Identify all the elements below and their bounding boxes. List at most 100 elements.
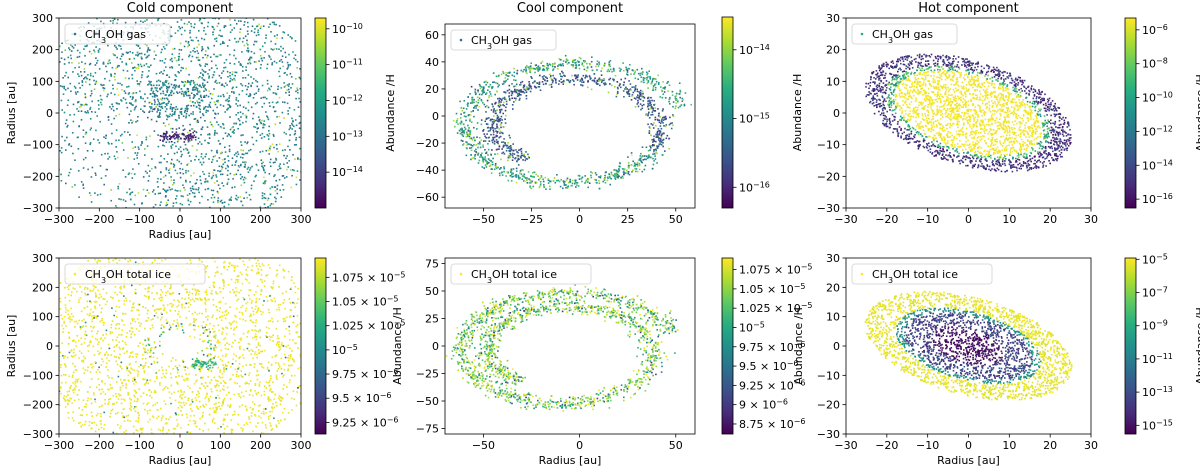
data-point xyxy=(674,107,677,110)
data-point xyxy=(298,115,301,118)
data-point xyxy=(496,148,499,151)
data-point xyxy=(636,161,639,164)
data-point xyxy=(907,72,910,74)
data-point xyxy=(555,82,557,84)
data-point xyxy=(590,60,593,63)
data-point xyxy=(103,183,105,186)
data-point xyxy=(285,176,288,178)
data-point xyxy=(508,99,511,101)
data-point xyxy=(62,93,65,95)
data-point xyxy=(469,147,471,149)
data-point xyxy=(174,74,177,76)
data-point xyxy=(151,191,154,193)
data-point xyxy=(233,174,235,176)
data-point xyxy=(581,180,583,183)
data-point xyxy=(139,47,141,49)
data-point xyxy=(479,85,482,87)
data-point xyxy=(309,143,311,145)
data-point xyxy=(577,61,580,63)
data-point xyxy=(279,122,281,124)
data-point xyxy=(643,103,645,106)
data-point xyxy=(158,72,161,74)
data-point xyxy=(633,162,636,164)
data-point xyxy=(515,149,517,151)
colorbar-frame xyxy=(721,16,734,209)
data-point xyxy=(80,74,83,77)
data-point xyxy=(639,95,642,97)
data-point xyxy=(119,211,121,213)
data-point xyxy=(574,182,576,185)
data-point xyxy=(74,91,77,94)
data-point xyxy=(518,178,520,180)
data-point xyxy=(106,95,108,98)
data-point xyxy=(205,111,207,114)
data-point xyxy=(1054,147,1056,149)
data-point xyxy=(243,166,246,168)
data-point xyxy=(154,166,157,168)
data-point xyxy=(957,124,959,126)
data-point xyxy=(611,70,613,73)
data-point xyxy=(179,146,182,148)
data-point xyxy=(217,112,219,115)
data-point xyxy=(651,79,654,81)
data-point xyxy=(166,118,168,121)
data-point xyxy=(543,184,545,186)
data-point xyxy=(202,56,204,59)
data-point xyxy=(675,92,678,95)
data-point xyxy=(544,176,547,179)
data-point xyxy=(1057,133,1059,135)
data-point xyxy=(73,113,76,116)
data-point xyxy=(631,86,633,88)
data-point xyxy=(958,104,960,106)
data-point xyxy=(993,149,995,152)
data-point xyxy=(97,51,100,53)
data-point xyxy=(492,138,495,141)
data-point xyxy=(162,92,165,95)
data-point xyxy=(499,111,502,113)
data-point xyxy=(496,153,499,155)
data-point xyxy=(551,79,553,81)
data-point xyxy=(150,80,152,83)
data-point xyxy=(609,177,611,179)
data-point xyxy=(262,182,265,184)
data-point xyxy=(657,108,659,110)
data-point xyxy=(1017,82,1020,84)
data-point xyxy=(518,92,521,94)
x-tick-label: −200 xyxy=(84,213,114,226)
data-point xyxy=(1048,121,1051,123)
data-point xyxy=(192,224,194,226)
data-point xyxy=(980,135,982,138)
data-point xyxy=(168,186,171,189)
data-point xyxy=(274,196,276,199)
data-point xyxy=(261,192,264,194)
data-point xyxy=(173,164,176,166)
data-point xyxy=(477,109,479,111)
data-point xyxy=(610,84,613,87)
data-point xyxy=(865,95,867,98)
data-point xyxy=(653,77,655,80)
data-point xyxy=(274,190,277,192)
data-point xyxy=(628,80,630,82)
data-point xyxy=(626,73,628,75)
data-point xyxy=(260,122,262,125)
data-point xyxy=(84,93,86,95)
data-point xyxy=(256,101,258,104)
data-point xyxy=(206,126,209,128)
data-point xyxy=(80,110,83,112)
data-point xyxy=(206,180,209,183)
data-point xyxy=(266,89,269,92)
data-point xyxy=(900,129,902,131)
colorbar-gradient xyxy=(722,17,733,208)
data-point xyxy=(142,110,144,112)
data-point xyxy=(481,166,484,168)
data-point xyxy=(526,64,528,67)
data-point xyxy=(163,214,165,216)
data-point xyxy=(45,64,47,66)
data-point xyxy=(525,95,528,97)
data-point xyxy=(197,52,200,55)
data-point xyxy=(189,123,191,126)
data-point xyxy=(662,87,665,89)
data-point xyxy=(278,25,281,27)
data-point xyxy=(582,74,585,77)
